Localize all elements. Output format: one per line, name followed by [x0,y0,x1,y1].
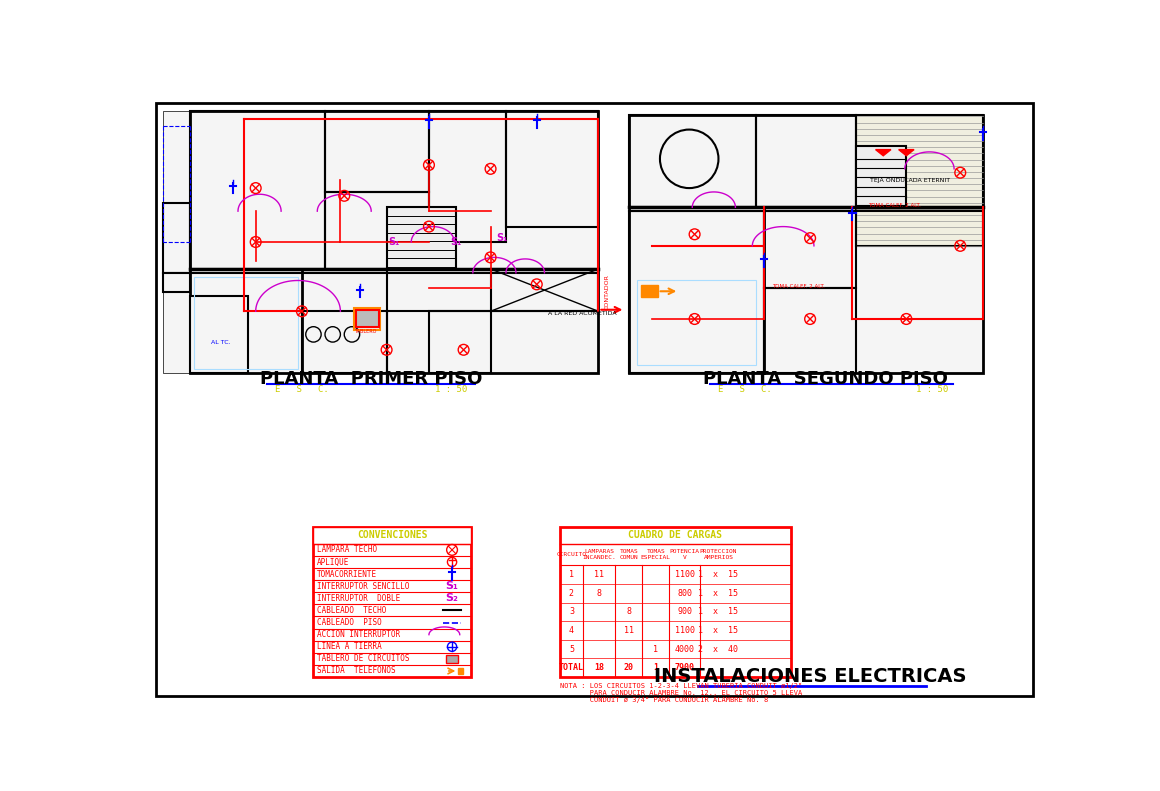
Text: TOMAS
ESPECIAL: TOMAS ESPECIAL [640,549,670,560]
Bar [354,308,380,330]
Bar [429,111,506,242]
Text: 1  x  15: 1 x 15 [698,589,739,598]
Text: 1  x  15: 1 x 15 [698,626,739,635]
Text: 900: 900 [677,607,693,616]
Bar [325,111,429,192]
Bar [313,527,471,544]
Text: S₁: S₁ [450,237,462,247]
Bar [629,211,764,373]
Text: 4: 4 [568,626,574,635]
Bar [629,115,984,373]
Text: INTERRUPTOR SENCILLO: INTERRUPTOR SENCILLO [318,581,409,591]
Text: AL TC.: AL TC. [211,339,231,345]
Bar [764,288,856,373]
Text: TOMACORRIENTE: TOMACORRIENTE [318,570,377,578]
Text: PLANTA  SEGUNDO PISO: PLANTA SEGUNDO PISO [703,370,948,388]
Text: TABLERO: TABLERO [354,329,377,334]
Text: CONTADOR: CONTADOR [604,274,609,310]
Bar [302,312,386,373]
Text: S₂: S₂ [445,593,458,604]
Bar [560,527,791,677]
Text: CABLEADO  PISO: CABLEADO PISO [318,618,382,627]
Text: TOTAL: TOTAL [559,663,583,672]
Text: 2  x  40: 2 x 40 [698,645,739,653]
Text: PROTECCION
AMPERIOS: PROTECCION AMPERIOS [699,549,738,560]
Text: CIRCUITO: CIRCUITO [557,552,587,557]
Text: CABLEADO  TECHO: CABLEADO TECHO [318,606,386,615]
Text: TOMA CALEF. 2 ALT.: TOMA CALEF. 2 ALT. [868,202,921,207]
Text: INSTALACIONES ELECTRICAS: INSTALACIONES ELECTRICAS [654,668,966,687]
Bar [764,211,856,288]
Bar [164,111,599,373]
Bar [190,111,599,373]
Text: 1 : 50: 1 : 50 [916,384,949,394]
Text: 5: 5 [568,645,574,653]
Text: S₁: S₁ [445,581,458,591]
Text: 20: 20 [624,663,633,672]
Text: 18: 18 [594,663,604,672]
Text: 800: 800 [677,589,693,598]
Text: 3: 3 [568,607,574,616]
Text: 1 : 50: 1 : 50 [435,384,467,394]
Text: CUADRO DE CARGAS: CUADRO DE CARGAS [629,530,723,540]
Bar [164,273,190,292]
Bar [313,527,471,677]
Text: LAMPARA TECHO: LAMPARA TECHO [318,545,377,554]
Polygon shape [876,149,891,156]
Text: 2: 2 [568,589,574,598]
Text: TOMA CALEF. 2 ALT.: TOMA CALEF. 2 ALT. [771,284,825,290]
Text: INTERRUPTOR  DOBLE: INTERRUPTOR DOBLE [318,594,400,603]
Text: LINEA A TIERRA: LINEA A TIERRA [318,642,382,651]
Bar [856,146,906,207]
Bar [194,277,298,369]
Bar [356,310,379,327]
Bar [190,296,248,373]
Bar [491,269,599,312]
Text: 1: 1 [653,663,658,672]
Text: 1100: 1100 [675,626,695,635]
Text: POTENCIA
V: POTENCIA V [669,549,699,560]
Bar [445,655,458,663]
Text: CONVENCIONES: CONVENCIONES [357,530,428,540]
Text: 1100: 1100 [675,570,695,579]
Text: TABLERO DE CIRCUITOS: TABLERO DE CIRCUITOS [318,654,409,664]
Text: 1  x  15: 1 x 15 [698,607,739,616]
Bar [856,115,984,246]
Text: 1  x  15: 1 x 15 [698,570,739,579]
Text: E   S   C.: E S C. [275,384,328,394]
Text: PLANTA  PRIMER PISO: PLANTA PRIMER PISO [260,370,483,388]
Text: E   S   C.: E S C. [718,384,771,394]
Polygon shape [899,149,914,156]
Text: 1: 1 [653,645,658,653]
Text: SALIDA  TELEFONOS: SALIDA TELEFONOS [318,667,396,676]
Text: 4000: 4000 [675,645,695,653]
Bar [637,281,756,365]
Bar [458,668,463,674]
Text: 1: 1 [568,570,574,579]
Bar [756,115,856,207]
Text: 11: 11 [624,626,633,635]
Text: S₁: S₁ [389,237,400,247]
Text: 8: 8 [596,589,602,598]
Bar [629,115,756,207]
Text: 8: 8 [626,607,631,616]
Text: 7900: 7900 [675,663,695,672]
Text: A LA RED ACOMETIDA: A LA RED ACOMETIDA [549,311,617,316]
Bar [164,203,190,273]
Bar [429,312,491,373]
Bar [190,111,325,269]
Text: TOMAS
COMUN: TOMAS COMUN [619,549,638,560]
Text: LAMPARAS
INCANDEC.: LAMPARAS INCANDEC. [582,549,616,560]
Text: APLIQUE: APLIQUE [318,558,349,566]
Bar [325,192,429,269]
Bar [506,111,599,226]
Text: NOTA : LOS CIRCUITOS 1-2-3-4 LLEVAN TUBERIA CONDUIT ø1/2"
       PARA CONDUCIR A: NOTA : LOS CIRCUITOS 1-2-3-4 LLEVAN TUBE… [560,683,802,703]
Text: S₁: S₁ [496,233,508,243]
Bar [640,285,658,297]
Bar [386,207,456,269]
Text: 11: 11 [594,570,604,579]
Text: TEJA ONDULADA ETERNIT: TEJA ONDULADA ETERNIT [870,178,950,183]
Text: ACCION INTERRUPTOR: ACCION INTERRUPTOR [318,630,400,639]
